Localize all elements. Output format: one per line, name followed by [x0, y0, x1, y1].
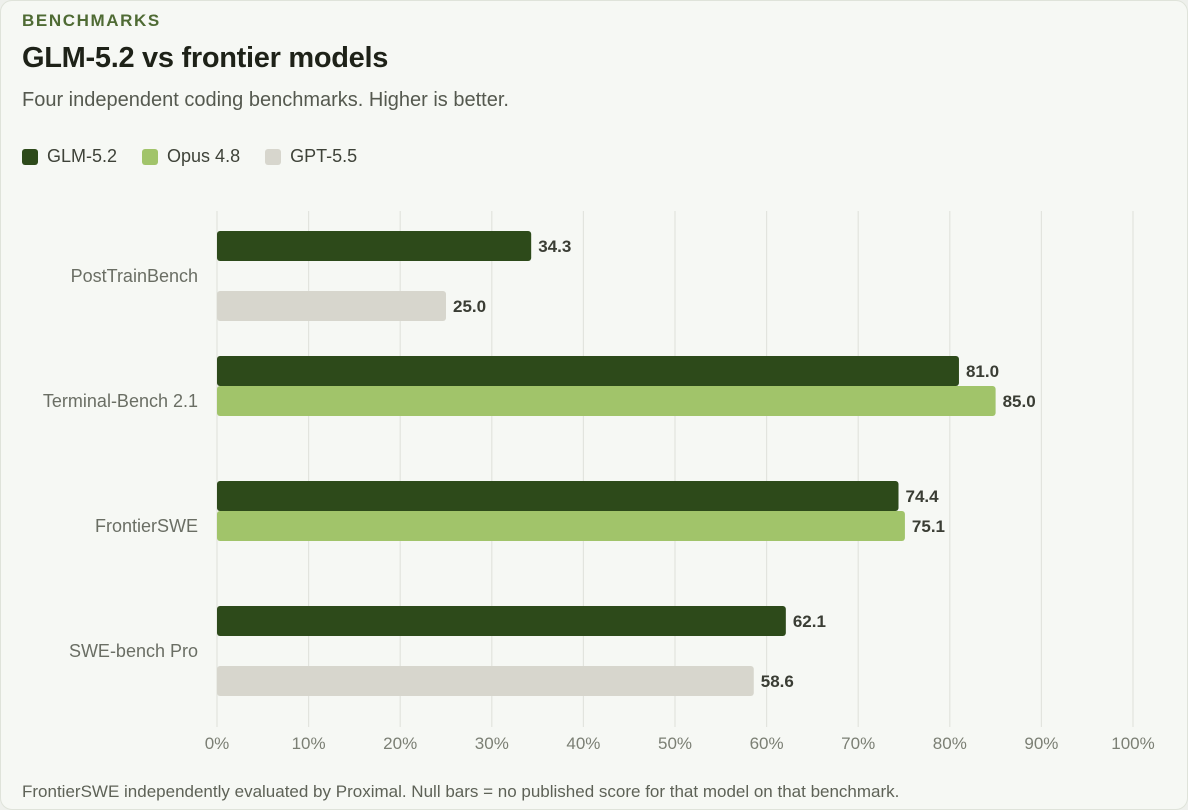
- x-tick-label: 10%: [292, 734, 326, 753]
- bar: [217, 606, 786, 636]
- category-label: FrontierSWE: [95, 516, 198, 536]
- x-tick-label: 30%: [475, 734, 509, 753]
- bar-value-label: 58.6: [761, 672, 794, 691]
- x-tick-label: 80%: [933, 734, 967, 753]
- bar: [217, 356, 959, 386]
- bar-chart: 0% 10% 20% 30% 40% 50% 60% 70% 80% 90% 100% PostTra…: [43, 211, 1155, 753]
- legend-label-gpt: GPT-5.5: [290, 146, 358, 166]
- bar-value-label: 85.0: [1003, 392, 1036, 411]
- legend-item-gpt: GPT-5.5: [265, 146, 357, 167]
- x-tick-label: 20%: [383, 734, 417, 753]
- legend-item-opus: Opus 4.8: [142, 146, 240, 167]
- chart-legend: GLM-5.2 Opus 4.8 GPT-5.5: [22, 146, 357, 167]
- bar-value-label: 62.1: [793, 612, 826, 631]
- bar: [217, 231, 532, 261]
- x-tick-label: 40%: [566, 734, 600, 753]
- x-tick-label: 90%: [1024, 734, 1058, 753]
- chart-subtitle: Four independent coding benchmarks. High…: [22, 89, 509, 111]
- legend-swatch-glm: [22, 148, 38, 165]
- chart-title: GLM-5.2 vs frontier models: [22, 42, 389, 74]
- legend-item-glm: GLM-5.2: [22, 146, 117, 167]
- legend-label-opus: Opus 4.8: [167, 146, 241, 166]
- category-label: SWE-bench Pro: [69, 641, 198, 661]
- bar: [217, 511, 905, 541]
- x-tick-label: 100%: [1111, 734, 1154, 753]
- bar-value-label: 75.1: [912, 517, 945, 536]
- section-eyebrow: BENCHMARKS: [22, 11, 161, 30]
- bar-value-label: 34.3: [538, 237, 571, 256]
- bar-value-label: 81.0: [966, 362, 999, 381]
- bar-value-label: 74.4: [906, 487, 940, 506]
- x-tick-label: 50%: [658, 734, 692, 753]
- category-label: Terminal-Bench 2.1: [43, 391, 198, 411]
- chart-footnote: FrontierSWE independently evaluated by P…: [22, 782, 900, 801]
- category-label: PostTrainBench: [71, 266, 198, 286]
- bar-value-label: 25.0: [453, 297, 486, 316]
- bar: [217, 291, 446, 321]
- legend-label-glm: GLM-5.2: [47, 146, 118, 166]
- bar: [217, 481, 899, 511]
- x-tick-label: 0%: [205, 734, 230, 753]
- x-tick-label: 70%: [841, 734, 875, 753]
- bar: [217, 666, 754, 696]
- x-tick-label: 60%: [750, 734, 784, 753]
- legend-swatch-opus: [142, 148, 159, 165]
- legend-swatch-gpt: [265, 148, 282, 165]
- bar: [217, 386, 996, 416]
